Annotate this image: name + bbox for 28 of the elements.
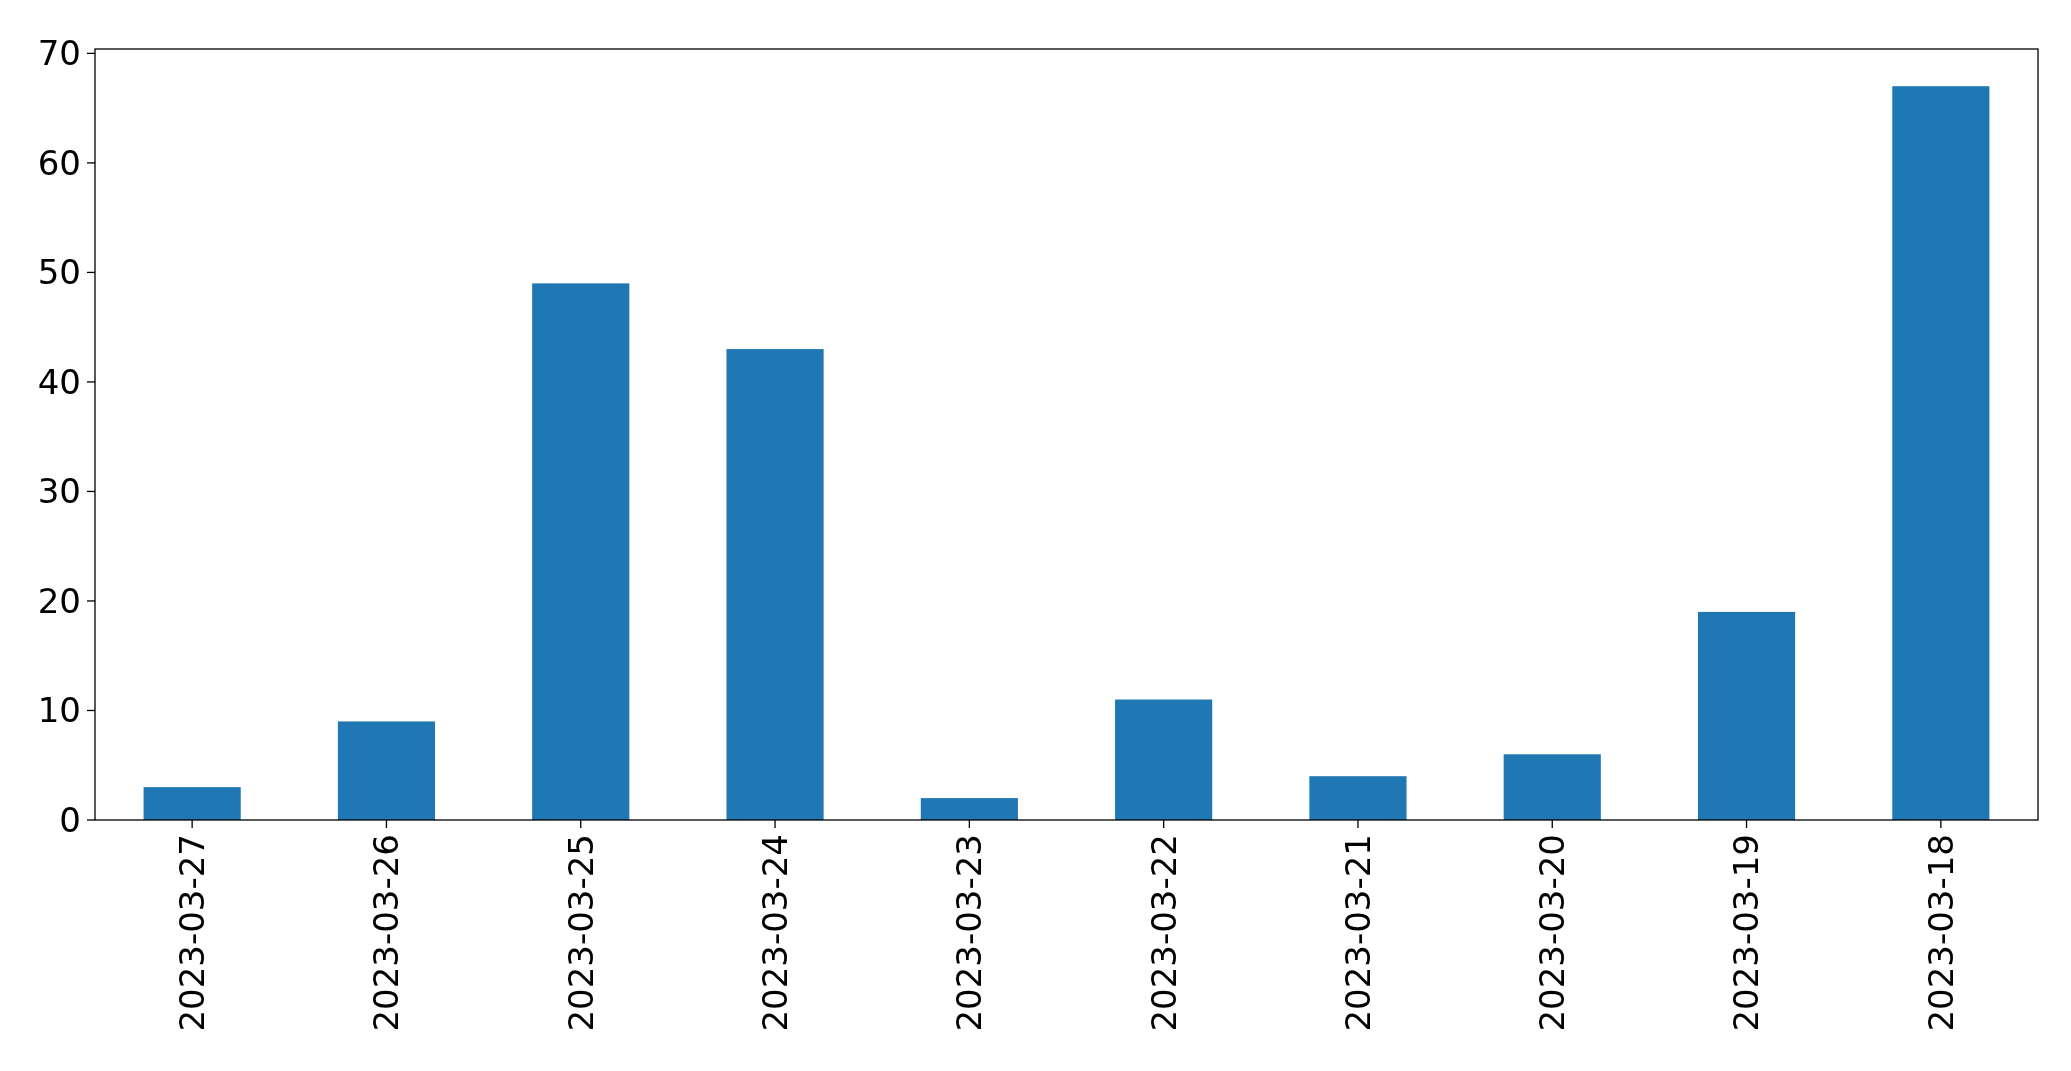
bar: [920, 798, 1018, 820]
bar: [532, 283, 630, 820]
x-tick-label: 2023-03-20: [1532, 834, 1573, 1032]
bar: [1892, 86, 1990, 820]
x-tick-label: 2023-03-25: [560, 834, 601, 1032]
x-tick-label: 2023-03-23: [949, 834, 990, 1032]
x-tick-label: 2023-03-19: [1726, 834, 1767, 1032]
x-tick-label: 2023-03-26: [366, 834, 407, 1032]
x-tick-label: 2023-03-21: [1337, 834, 1378, 1032]
bar: [337, 721, 436, 820]
x-tick-label: 2023-03-27: [172, 834, 213, 1032]
y-tick-label: 60: [37, 142, 81, 183]
x-tick-label: 2023-03-22: [1143, 834, 1184, 1032]
y-tick-label: 0: [59, 799, 81, 840]
x-tick-label: 2023-03-18: [1920, 834, 1961, 1032]
bar: [143, 787, 241, 820]
y-tick-label: 40: [37, 361, 81, 402]
y-tick-label: 50: [37, 252, 81, 293]
x-tick-label: 2023-03-24: [754, 834, 795, 1032]
bar: [1309, 776, 1407, 820]
y-tick-label: 70: [37, 33, 81, 74]
bar: [1697, 611, 1796, 820]
bar: [726, 349, 824, 820]
y-tick-label: 20: [37, 580, 81, 621]
bar: [1115, 699, 1213, 820]
y-tick-label: 30: [37, 471, 81, 512]
bar: [1503, 754, 1601, 820]
y-tick-label: 10: [37, 690, 81, 731]
